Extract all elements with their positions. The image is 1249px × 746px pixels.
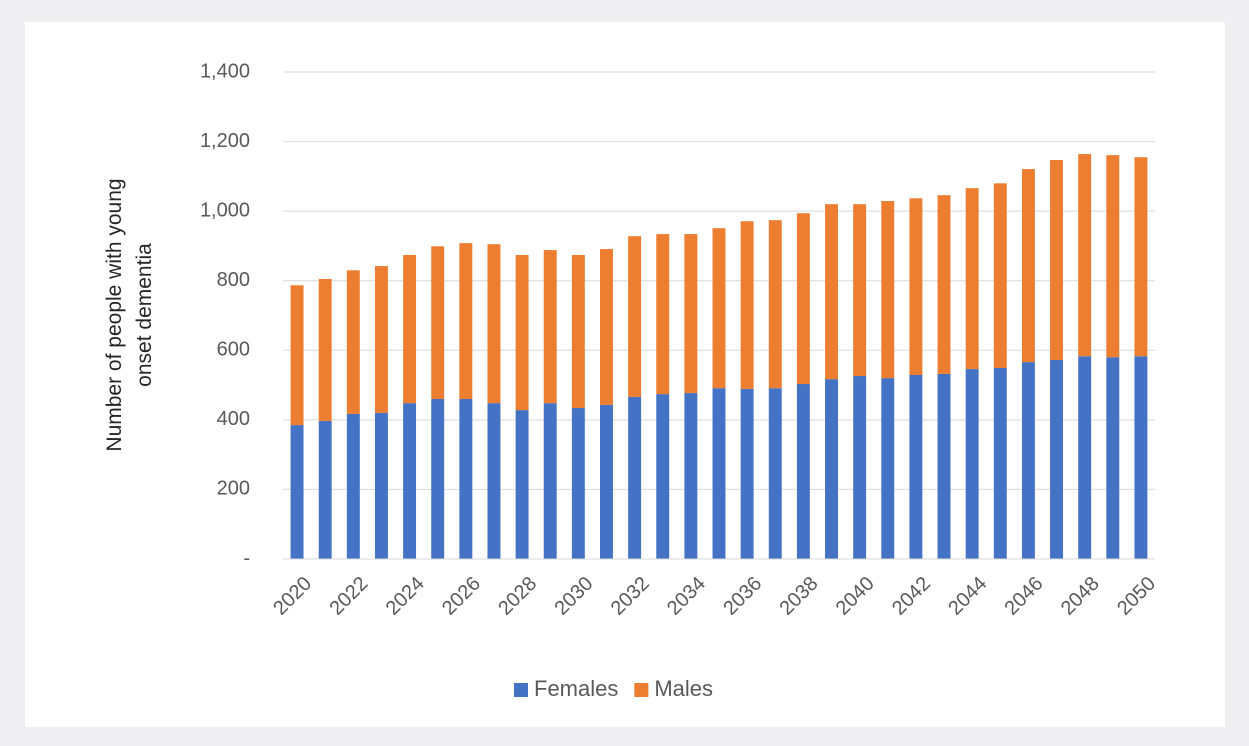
bar-segment [1021,362,1035,559]
x-tick-label: 2038 [776,573,823,620]
bar-segment [487,244,501,404]
bar-segment [290,425,304,559]
bar-segment [684,234,698,394]
bar-segment [684,393,698,559]
bar-segment [318,420,332,559]
bar-segment [571,254,585,409]
bar-segment [403,403,417,559]
bar-segment [403,254,417,404]
y-tick-label: 1,400 [200,60,250,82]
x-tick-label: 2048 [1057,573,1104,620]
legend-swatch [634,683,649,697]
bar-segment [431,398,445,559]
x-tick-label: 2024 [382,573,429,620]
x-tick-label: 2026 [438,573,485,620]
x-tick-label: 2032 [607,573,654,620]
bar-segment [881,378,895,559]
bar-segment [459,243,473,399]
bar-segment [487,403,501,559]
bar-segment [1050,360,1064,559]
bar-segment [853,204,867,377]
x-tick-label: 2036 [719,573,766,620]
bar-segment [712,228,726,389]
bar-segment [825,379,838,559]
bar-segment [515,410,529,559]
bar-segment [1106,357,1120,559]
legend-label: Males [654,676,713,701]
x-tick-label: 2020 [269,573,316,620]
y-tick-label: 1,200 [200,130,250,152]
x-tick-label: 2046 [1001,573,1048,620]
bar-segment [909,374,923,559]
bar-segment [853,376,867,559]
bar-segment [796,384,810,559]
bar-segment [881,201,895,379]
x-tick-label: 2028 [494,573,541,620]
bar-segment [628,396,642,559]
x-tick-label: 2044 [944,573,991,620]
bar-segment [768,388,782,559]
bar-segment [937,373,951,559]
bar-segment [712,388,726,559]
bar-segment [796,213,810,385]
y-tick-label: 800 [217,269,250,291]
bar-segment [1050,160,1064,361]
bar-segment [628,236,642,397]
bar-segment [346,413,360,559]
bar-segment [374,412,388,559]
y-tick-label: 200 [217,478,250,500]
bar-segment [740,388,754,559]
bar-segment [656,234,670,395]
bar-segment [1134,157,1148,357]
legend-label: Females [534,676,618,701]
bar-segment [993,368,1007,559]
x-tick-label: 2034 [663,573,710,620]
x-tick-label: 2050 [1113,573,1160,620]
bar-segment [965,188,979,370]
x-tick-label: 2022 [325,573,372,620]
bar-segment [993,183,1007,369]
y-tick-label: 1,000 [200,199,250,221]
bar-segment [740,221,754,389]
bar-segment [543,250,557,404]
bar-segment [600,404,613,559]
x-tick-label: 2040 [832,573,879,620]
bar-segment [937,195,951,374]
legend-swatch [514,683,528,697]
bar-segment [459,398,473,559]
bar-segment [1078,154,1092,357]
bar-segment [1134,356,1148,559]
bar-segment [1021,169,1035,363]
bar-segment [965,369,979,559]
y-axis-label: Number of people with young onset dement… [103,178,156,452]
bar-segment [431,246,445,399]
bar-segment [1078,356,1092,559]
bar-segment [1106,155,1120,358]
bar-segment [346,270,360,414]
bar-segment [515,254,529,411]
bar-segment [656,394,670,559]
bar-segment [571,408,585,559]
bar-segment [374,266,388,413]
x-tick-label: 2042 [888,573,935,620]
bar-segment [909,198,923,375]
y-tick-label: - [243,547,250,569]
bar-segment [825,204,838,380]
bar-segment [768,220,782,389]
bar-segment [543,403,557,559]
bar-segment [318,278,332,421]
y-tick-label: 400 [217,408,250,430]
bar-segment [600,249,613,405]
bar-segment [290,285,304,426]
y-tick-label: 600 [217,339,250,361]
x-tick-label: 2030 [550,573,597,620]
